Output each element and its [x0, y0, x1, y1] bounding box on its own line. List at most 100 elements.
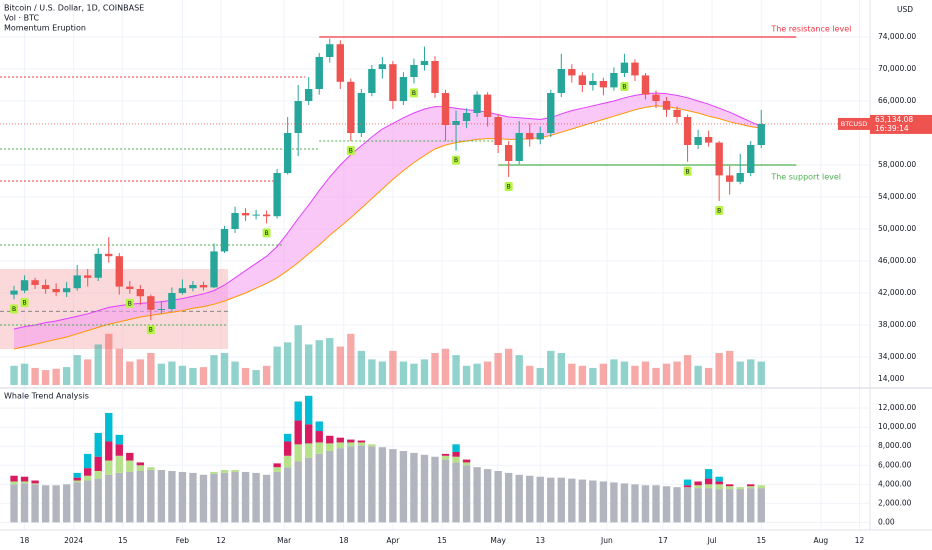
candle-body	[683, 117, 692, 145]
whale-bar	[694, 488, 702, 523]
candle-body	[231, 213, 239, 229]
volume-bar	[115, 348, 123, 385]
x-tick-label: 18	[20, 536, 30, 545]
whale-bar	[473, 467, 481, 523]
candle-body	[578, 75, 587, 85]
whale-bar	[357, 442, 366, 446]
whale-bar	[94, 432, 102, 457]
whale-bar	[441, 459, 450, 523]
x-tick-label: Mar	[277, 536, 292, 545]
candle-body	[652, 94, 660, 101]
whale-bar	[483, 469, 492, 523]
whale-bar	[136, 462, 145, 466]
volume-bar	[20, 363, 29, 385]
buy-signal-label: B	[507, 184, 511, 191]
candle-body	[504, 145, 513, 161]
whale-bar	[389, 449, 397, 523]
whale-bar	[10, 484, 18, 523]
volume-bar	[315, 340, 323, 385]
whale-bar	[347, 439, 355, 443]
whale-bar	[94, 478, 102, 523]
candle-body	[662, 101, 671, 110]
y-tick-label: 34,000.00	[878, 352, 916, 361]
whale-bar	[757, 488, 765, 523]
whale-bar	[147, 467, 155, 471]
whale-bar	[441, 455, 450, 460]
whale-bar	[273, 463, 281, 468]
candle-body	[399, 77, 408, 101]
whale-bar	[231, 471, 239, 523]
volume-bar	[399, 361, 408, 385]
whale-bar	[631, 484, 639, 523]
whale-bar	[315, 453, 323, 523]
candle-body	[547, 93, 555, 133]
volume-bar	[41, 370, 50, 385]
volume-bar	[652, 367, 660, 385]
candle-body	[473, 94, 481, 113]
candle-body	[157, 309, 166, 310]
whale-bar	[178, 471, 187, 523]
volume-bar	[157, 363, 166, 385]
candle-body	[168, 293, 176, 309]
buy-signal-label: B	[22, 300, 26, 307]
whale-bar	[378, 447, 387, 523]
candle-body	[41, 285, 50, 289]
whale-bar	[504, 472, 513, 523]
buy-signal	[409, 88, 418, 98]
whale-bar	[452, 462, 460, 523]
whale-bar	[10, 481, 18, 485]
buy-signal	[10, 304, 19, 314]
volume-bar	[431, 353, 439, 385]
buy-signal	[346, 146, 355, 155]
whale-title: Whale Trend Analysis	[4, 392, 89, 401]
whale-bar	[641, 485, 650, 523]
candle-body	[368, 69, 376, 93]
x-tick-label: 12	[855, 536, 865, 545]
chart-title: Bitcoin / U.S. Dollar, 1D, COINBASE	[4, 4, 144, 13]
whale-bar	[326, 435, 334, 444]
whale-bar	[115, 455, 123, 473]
volume-bar	[610, 359, 618, 385]
whale-bar	[168, 470, 176, 523]
candle-body	[347, 81, 355, 133]
whale-bar	[452, 444, 460, 452]
volume-bar	[357, 350, 366, 385]
ribbon-upper	[13, 92, 762, 330]
volume-bar	[589, 367, 597, 385]
candle-body	[210, 251, 218, 288]
volume-bar	[294, 325, 302, 385]
whale-bar	[262, 474, 271, 523]
candle-body	[305, 89, 313, 101]
buy-signal	[504, 182, 513, 191]
whale-bar	[557, 477, 565, 523]
ribbon-fill	[14, 93, 762, 349]
x-tick-label: Jun	[600, 536, 613, 545]
y-tick-label: 46,000.00	[878, 256, 916, 265]
price-tag	[870, 114, 932, 134]
y-tick-label: 74,000.00	[878, 32, 916, 41]
candle-body	[515, 133, 523, 161]
currency: USD	[897, 5, 913, 14]
whale-bar	[747, 486, 755, 489]
volume-bar	[747, 359, 755, 385]
x-tick-label: Jul	[707, 536, 717, 545]
whale-bar	[220, 472, 229, 523]
whale-bar	[252, 472, 260, 523]
whale-bar	[620, 483, 629, 523]
volume-bar	[336, 346, 344, 385]
ribbon-lower	[13, 105, 762, 350]
volume-bar	[620, 361, 629, 385]
whale-bar	[294, 444, 302, 462]
whale-bar	[431, 456, 439, 523]
y-tick-label: 50,000.00	[878, 224, 916, 233]
candle-body	[673, 109, 681, 117]
whale-bar	[704, 488, 713, 523]
volume-bar	[757, 361, 765, 385]
whale-bar	[294, 461, 302, 523]
volume-bar	[94, 344, 102, 385]
candle-body	[357, 93, 366, 133]
candle-body	[526, 133, 534, 140]
whale-bar	[231, 470, 239, 472]
volume-bar	[52, 368, 60, 385]
volume-bar	[515, 355, 523, 385]
